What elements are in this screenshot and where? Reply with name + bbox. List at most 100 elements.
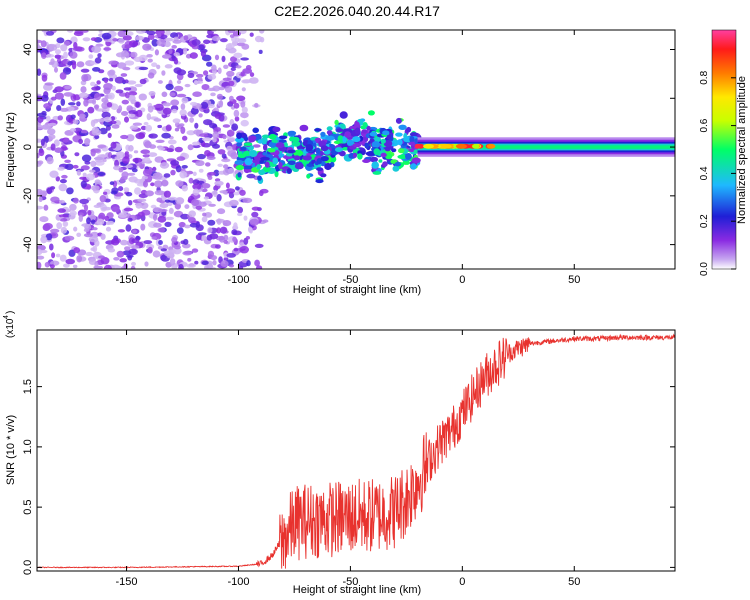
noise-cell — [196, 180, 205, 184]
noise-cell — [259, 30, 265, 34]
noise-cell — [228, 137, 236, 142]
noise-cell — [187, 144, 194, 151]
peak-cell — [472, 143, 480, 149]
transition-cell — [267, 148, 276, 153]
transition-cell — [234, 160, 244, 165]
noise-cell — [45, 31, 55, 36]
noise-cell — [173, 85, 184, 92]
noise-cell — [83, 228, 90, 232]
noise-cell — [69, 51, 78, 59]
spectrogram-y-tick-label: -40 — [22, 237, 34, 253]
spectrogram-x-label: Height of straight line (km) — [293, 284, 421, 296]
noise-cell — [147, 152, 158, 158]
noise-cell — [233, 52, 243, 58]
noise-cell — [94, 134, 100, 140]
noise-cell — [161, 70, 166, 76]
transition-cell — [366, 125, 371, 131]
noise-cell — [132, 229, 137, 234]
noise-cell — [214, 113, 222, 119]
noise-cell — [124, 79, 129, 84]
noise-cell — [184, 224, 191, 229]
noise-cell — [132, 157, 143, 163]
transition-cell — [240, 146, 247, 151]
noise-cell — [211, 35, 221, 42]
noise-cell — [54, 67, 58, 73]
noise-cell — [256, 265, 263, 269]
noise-cell — [232, 31, 241, 37]
noise-cell — [181, 97, 189, 104]
transition-cell — [346, 139, 354, 146]
noise-cell — [63, 51, 68, 59]
noise-cell — [94, 155, 105, 163]
noise-cell — [192, 91, 202, 97]
noise-cell — [207, 227, 213, 234]
noise-cell — [152, 250, 161, 258]
snr-x-tick-label: -150 — [116, 576, 138, 588]
noise-cell — [204, 264, 210, 269]
noise-cell — [180, 103, 186, 110]
noise-cell — [101, 206, 112, 211]
transition-cell — [352, 143, 362, 148]
noise-cell — [154, 49, 159, 56]
noise-cell — [95, 118, 105, 122]
noise-cell — [83, 233, 93, 238]
noise-cell — [127, 172, 136, 176]
transition-cell — [242, 165, 253, 170]
noise-cell — [159, 203, 169, 209]
noise-cell — [147, 72, 155, 79]
transition-cell — [362, 122, 368, 128]
noise-cell — [206, 156, 216, 160]
noise-cell — [57, 115, 63, 121]
noise-cell — [193, 129, 202, 135]
spectrogram-x-tick-label: -100 — [227, 274, 249, 286]
noise-cell — [56, 37, 65, 44]
noise-cell — [175, 180, 184, 187]
transition-cell — [398, 124, 407, 130]
noise-cell — [108, 69, 116, 76]
noise-cell — [233, 102, 240, 109]
transition-cell — [272, 157, 279, 165]
spectrogram-x-tick-label: -50 — [342, 274, 358, 286]
noise-cell — [126, 134, 135, 142]
noise-cell — [180, 213, 190, 220]
noise-cell — [76, 61, 85, 68]
noise-cell — [139, 78, 147, 85]
noise-cell — [233, 109, 240, 118]
noise-cell — [204, 150, 211, 157]
noise-cell — [226, 129, 235, 137]
colorbar-tick-label: 0.0 — [699, 262, 710, 276]
noise-cell — [211, 64, 217, 72]
noise-cell — [161, 91, 168, 98]
noise-cell — [157, 32, 162, 38]
snr-y-tick-label: 1.0 — [22, 439, 34, 454]
noise-cell — [193, 80, 204, 85]
noise-cell — [189, 52, 198, 59]
noise-cell — [50, 228, 60, 233]
noise-cell — [90, 81, 96, 87]
snr-y-tick-label: 0.5 — [22, 499, 34, 514]
noise-cell — [44, 261, 50, 268]
transition-cell — [395, 117, 402, 124]
transition-cell — [342, 147, 349, 151]
spectrogram-x-tick-label: 0 — [459, 274, 465, 286]
noise-cell — [158, 240, 163, 245]
noise-cell — [76, 232, 82, 237]
noise-cell — [83, 204, 89, 212]
transition-cell — [396, 139, 403, 146]
noise-cell — [122, 156, 130, 164]
colorbar-tick-label: 0.4 — [699, 166, 710, 180]
transition-cell — [342, 135, 347, 143]
noise-cell — [200, 101, 209, 109]
noise-cell — [207, 175, 213, 180]
noise-cell — [182, 135, 188, 141]
noise-cell — [43, 103, 52, 109]
transition-cell — [265, 161, 270, 168]
transition-cell — [406, 126, 412, 133]
noise-cell — [252, 144, 261, 148]
noise-cell — [142, 43, 152, 51]
noise-cell — [222, 220, 232, 227]
noise-cell — [43, 204, 49, 211]
transition-cell — [405, 153, 412, 160]
noise-cell — [119, 258, 127, 263]
transition-cell — [371, 161, 380, 169]
